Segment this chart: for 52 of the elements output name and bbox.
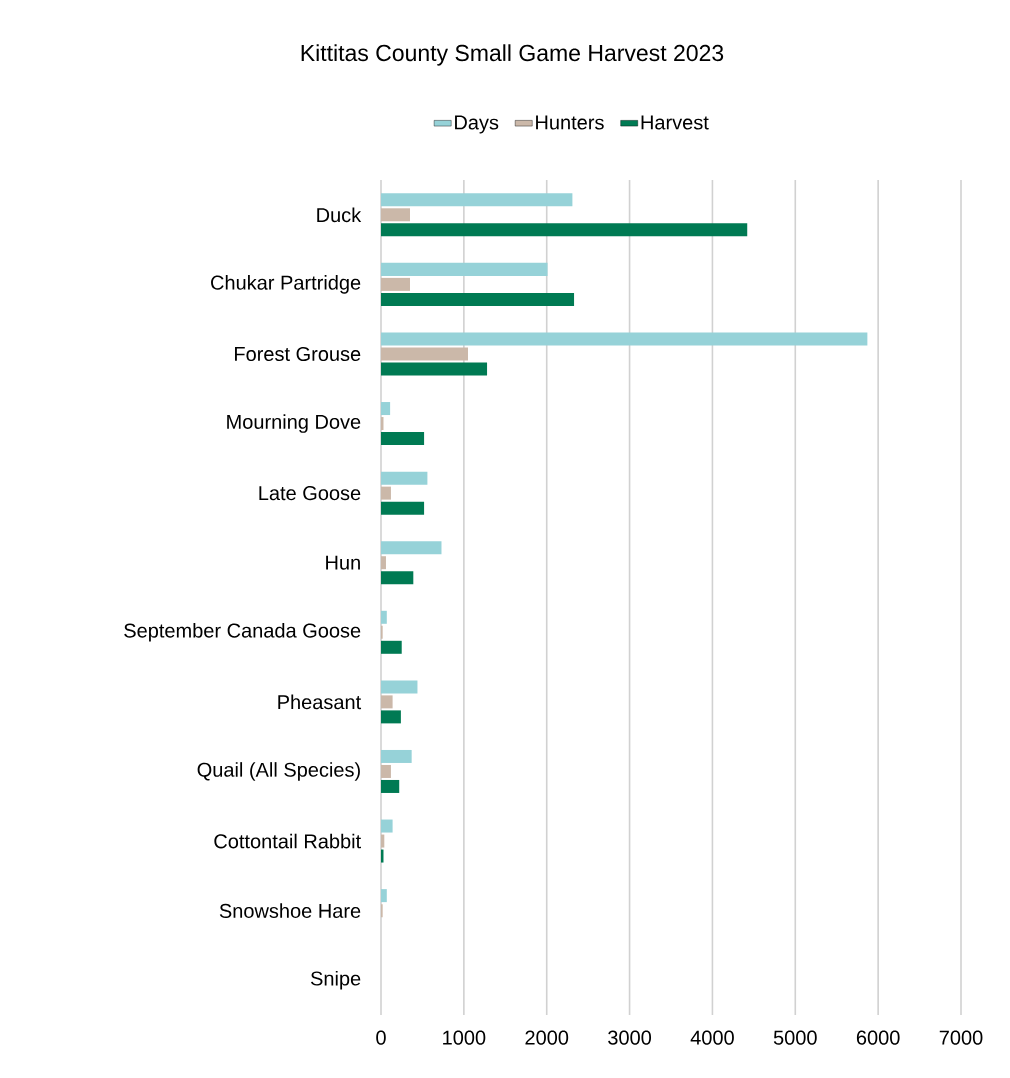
- bar: [381, 779, 400, 793]
- bar: [381, 819, 393, 833]
- y-tick-label: Pheasant: [278, 694, 362, 710]
- bar: [381, 292, 575, 306]
- y-tick-label: Snipe: [310, 970, 361, 990]
- y-tick-label: Snowshoe Hare: [219, 903, 361, 918]
- bar: [381, 208, 410, 222]
- bar: [381, 695, 393, 709]
- bar: [381, 402, 391, 416]
- legend-label: Days: [455, 115, 499, 134]
- x-tick-label: 5000: [773, 1030, 817, 1045]
- chart-title: Kittitas County Small Game Harvest 2023: [301, 44, 724, 66]
- bar: [381, 347, 468, 361]
- x-tick-label: 6000: [856, 1030, 900, 1045]
- bar: [381, 332, 868, 346]
- y-tick-label: Duck: [317, 207, 362, 223]
- bar: [381, 834, 385, 848]
- bar: [381, 640, 402, 654]
- bar: [381, 471, 428, 485]
- bar: [381, 362, 488, 376]
- y-tick-label: Forest Grouse: [235, 346, 361, 362]
- bar: [381, 710, 401, 724]
- bar: [381, 277, 410, 291]
- bar: [381, 610, 387, 624]
- x-tick-label: 1000: [443, 1030, 486, 1045]
- y-tick-label: Hun: [326, 555, 360, 570]
- y-tick-label: Quail (All Species): [197, 762, 360, 781]
- bar: [381, 193, 573, 207]
- bar: [381, 223, 748, 237]
- y-tick-label: September Canada Goose: [124, 622, 361, 642]
- bar: [381, 501, 425, 515]
- y-tick-label: Late Goose: [259, 486, 361, 501]
- bar: [381, 541, 442, 555]
- legend-label: Hunters: [536, 115, 604, 130]
- bar: [381, 680, 418, 694]
- bar: [381, 432, 425, 446]
- bar: [381, 262, 548, 276]
- bar: [381, 749, 412, 763]
- y-tick-label: Mourning Dove: [227, 414, 361, 433]
- bar: [381, 889, 387, 903]
- x-tick-label: 3000: [608, 1030, 652, 1045]
- x-tick-label: 0: [376, 1030, 386, 1045]
- bar: [381, 571, 414, 585]
- x-tick-label: 7000: [939, 1030, 983, 1045]
- y-tick-label: Chukar Partridge: [211, 275, 361, 294]
- x-tick-label: 2000: [525, 1030, 569, 1045]
- bar: [381, 486, 391, 500]
- legend-label: Harvest: [641, 115, 709, 130]
- x-tick-label: 4000: [690, 1030, 734, 1045]
- bar: [381, 556, 386, 570]
- bar: [381, 764, 391, 778]
- y-tick-label: Cottontail Rabbit: [214, 833, 362, 849]
